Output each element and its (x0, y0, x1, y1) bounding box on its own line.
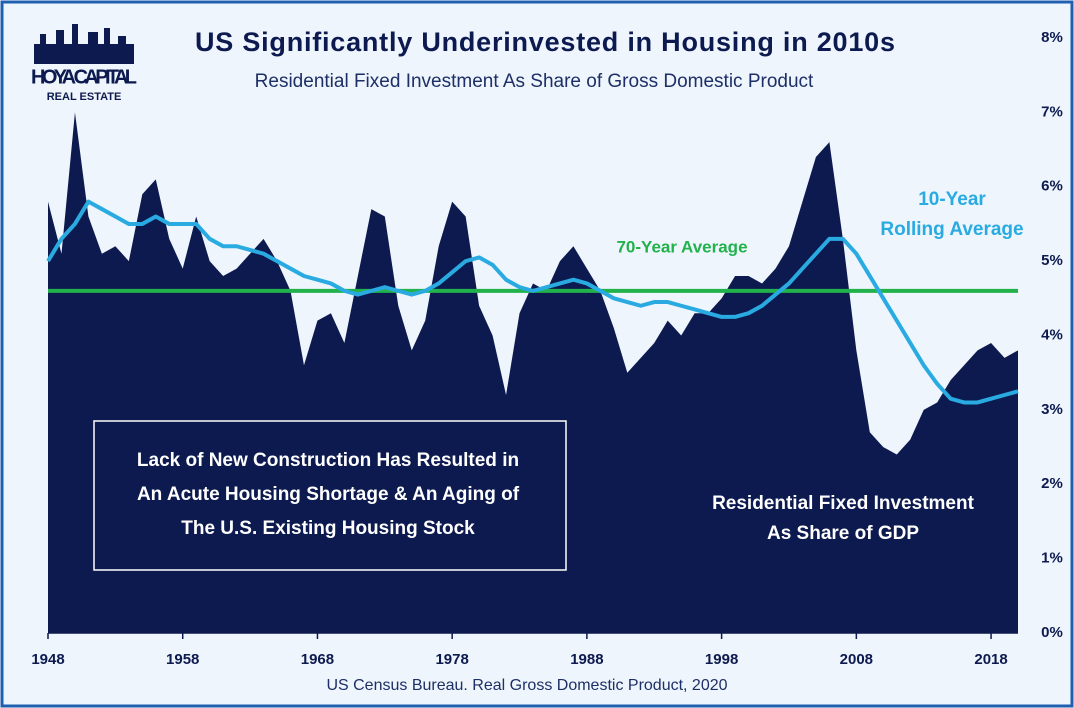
x-tick-label: 1968 (301, 651, 334, 668)
series-label: 10-Year (918, 189, 986, 210)
y-tick-label: 5% (1041, 252, 1063, 269)
y-tick-label: 4% (1041, 326, 1063, 343)
source: US Census Bureau. Real Gross Domestic Pr… (326, 677, 727, 694)
chart-subtitle: Residential Fixed Investment As Share of… (255, 71, 814, 92)
logo-name: HOYA CAPITAL (31, 66, 137, 88)
x-tick-label: 2008 (840, 651, 873, 668)
logo-tagline: REAL ESTATE (47, 91, 122, 103)
area (48, 112, 1018, 633)
x-tick-label: 1958 (166, 651, 199, 668)
x-tick-label: 1978 (435, 651, 468, 668)
reference-label: 70-Year Average (616, 237, 747, 256)
y-tick-label: 2% (1041, 475, 1063, 492)
x-tick-label: 2018 (974, 651, 1007, 668)
series-label: Rolling Average (880, 219, 1023, 240)
callout-text: An Acute Housing Shortage & An Aging of (137, 484, 520, 505)
series-label: Residential Fixed Investment (712, 493, 975, 514)
x-tick-label: 1998 (705, 651, 738, 668)
line (46, 199, 1019, 405)
x-tick-label: 1948 (31, 651, 64, 668)
y-tick-label: 7% (1041, 103, 1063, 120)
y-tick-label: 0% (1041, 624, 1063, 641)
callout-box (93, 420, 567, 571)
y-tick-label: 8% (1041, 29, 1063, 46)
y-tick-label: 3% (1041, 401, 1063, 418)
series-label: As Share of GDP (767, 523, 919, 544)
chart-title: US Significantly Underinvested in Housin… (195, 27, 895, 57)
x-tick-label: 1988 (570, 651, 603, 668)
callout-text: Lack of New Construction Has Resulted in (137, 450, 519, 471)
callout-text: The U.S. Existing Housing Stock (181, 518, 475, 539)
y-tick-label: 1% (1041, 550, 1063, 567)
y-tick-label: 6% (1041, 178, 1063, 195)
logo-skyline (34, 24, 134, 64)
